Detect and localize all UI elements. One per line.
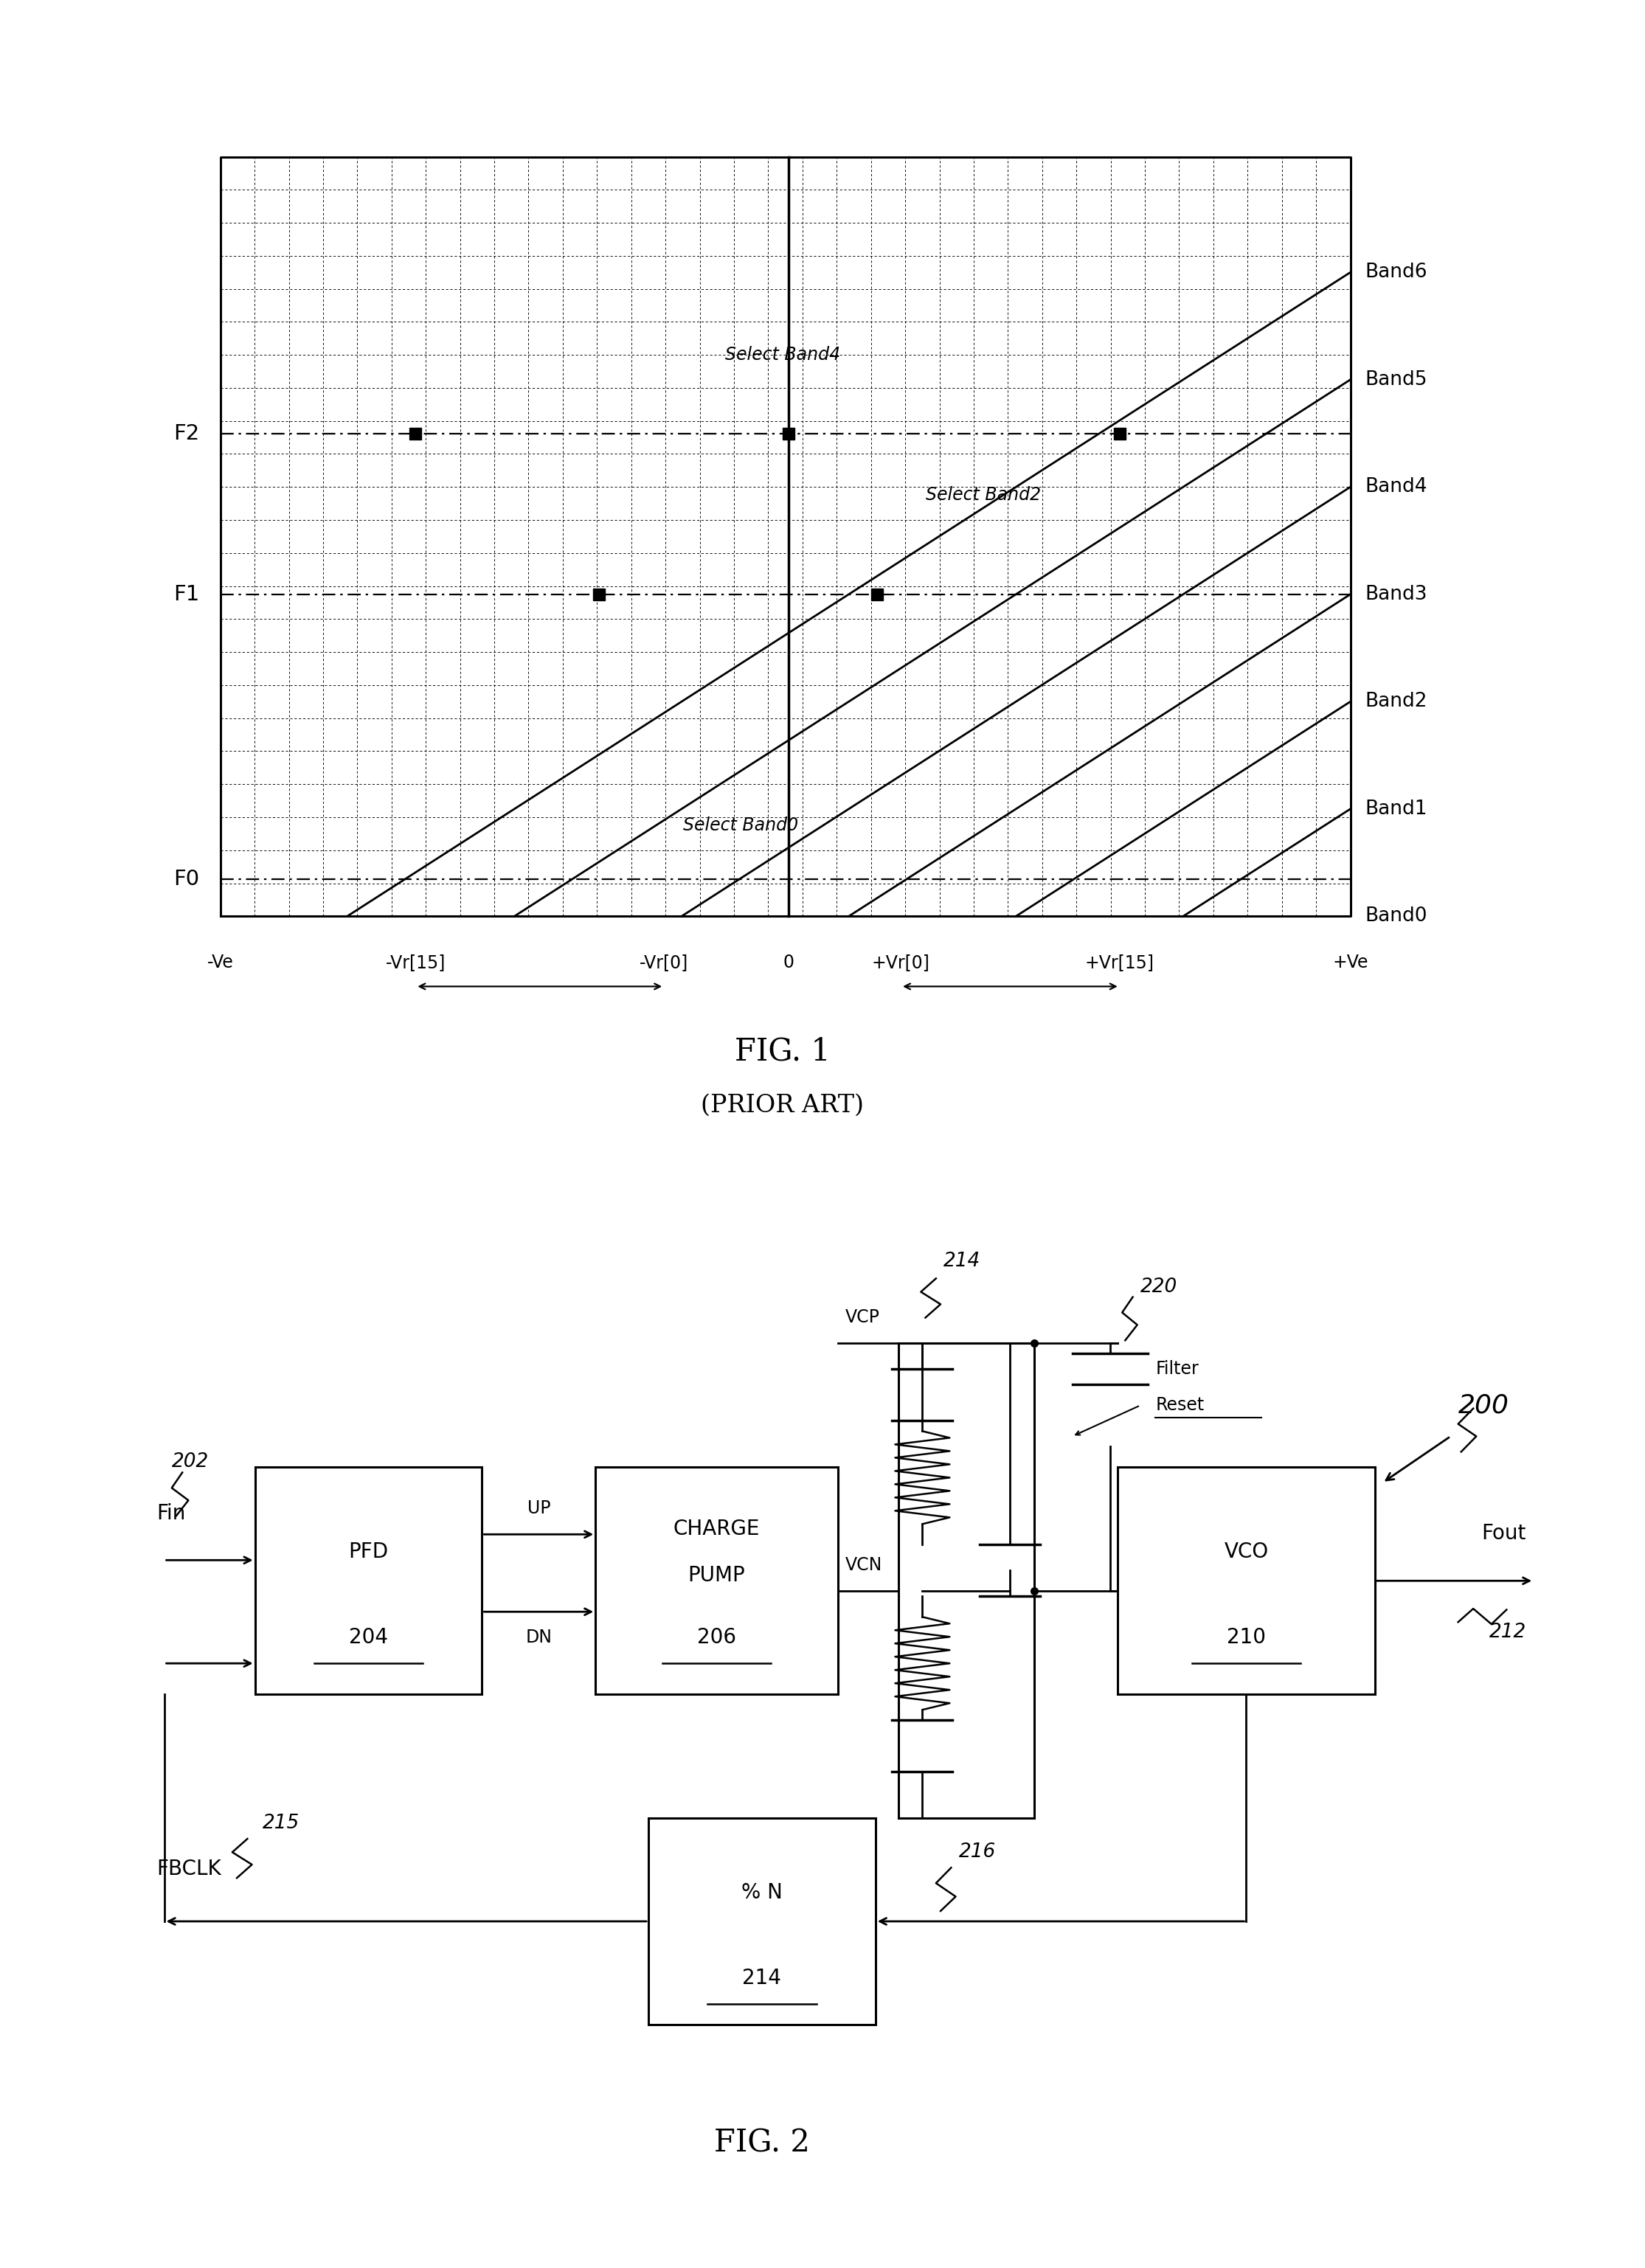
Text: +Vr[15]: +Vr[15] [1086,953,1155,971]
Text: Band3: Band3 [1365,585,1428,603]
Text: +Ve: +Ve [1332,953,1369,971]
Text: UP: UP [526,1499,551,1517]
Text: DN: DN [525,1628,553,1647]
Text: 212: 212 [1489,1624,1527,1642]
FancyBboxPatch shape [648,1819,875,2025]
Text: F0: F0 [174,869,199,889]
Text: Band2: Band2 [1365,692,1428,712]
Text: 214: 214 [944,1252,980,1270]
Text: 214: 214 [742,1969,781,1989]
Text: PFD: PFD [349,1542,388,1563]
Text: VCP: VCP [846,1309,880,1327]
Text: Band1: Band1 [1365,798,1428,819]
Text: 204: 204 [349,1626,388,1649]
FancyBboxPatch shape [255,1467,482,1694]
Text: Fout: Fout [1482,1524,1527,1545]
Text: Filter: Filter [1155,1361,1199,1379]
Text: Band0: Band0 [1365,907,1428,925]
Text: CHARGE: CHARGE [673,1517,760,1540]
Text: 200: 200 [1457,1393,1508,1418]
Text: F1: F1 [173,583,199,606]
Text: 0: 0 [783,953,795,971]
Text: PUMP: PUMP [688,1565,745,1585]
Text: Band5: Band5 [1365,370,1428,390]
Text: Band4: Band4 [1365,476,1428,497]
Text: Band6: Band6 [1365,263,1428,281]
Text: 220: 220 [1140,1277,1178,1297]
Text: % N: % N [742,1882,783,1903]
Text: 216: 216 [959,1842,995,1862]
FancyBboxPatch shape [595,1467,837,1694]
Text: FBCLK: FBCLK [156,1860,222,1880]
Text: -Vr[15]: -Vr[15] [385,953,446,971]
Text: -Vr[0]: -Vr[0] [640,953,689,971]
Text: (PRIOR ART): (PRIOR ART) [701,1093,864,1118]
Text: 210: 210 [1227,1626,1265,1649]
Text: Reset: Reset [1155,1397,1204,1415]
Text: FIG. 2: FIG. 2 [714,2127,809,2159]
Text: Fin: Fin [156,1504,186,1524]
Text: -Ve: -Ve [207,953,234,971]
Text: F2: F2 [174,424,199,445]
Text: Select Band2: Select Band2 [926,485,1041,503]
Text: +Vr[0]: +Vr[0] [872,953,929,971]
Text: Select Band4: Select Band4 [725,347,841,363]
Text: 202: 202 [171,1452,209,1472]
FancyBboxPatch shape [1117,1467,1375,1694]
Text: 206: 206 [697,1626,735,1649]
Text: 215: 215 [263,1814,299,1833]
Text: Select Band0: Select Band0 [683,816,798,835]
Text: VCO: VCO [1224,1542,1268,1563]
Text: VCN: VCN [846,1556,882,1574]
Text: FIG. 1: FIG. 1 [735,1036,831,1066]
